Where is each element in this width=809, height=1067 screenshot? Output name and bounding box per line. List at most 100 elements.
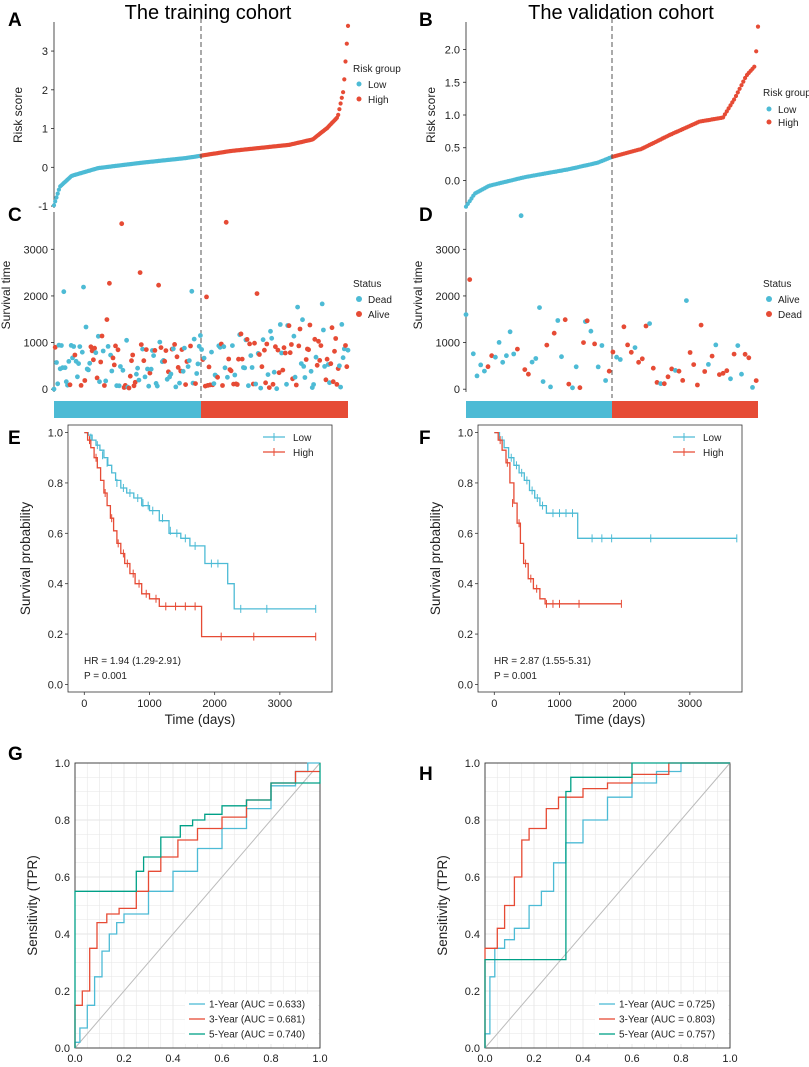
survival-point: [180, 368, 186, 374]
survival-point: [293, 382, 299, 388]
survival-point: [276, 370, 282, 376]
survival-point: [113, 343, 118, 349]
survival-point: [126, 385, 132, 391]
survival-point: [327, 380, 332, 386]
survival-point: [691, 362, 697, 367]
survival-point: [140, 346, 146, 352]
survival-point: [511, 351, 517, 357]
low-risk-bar: [54, 401, 201, 418]
survival-point: [119, 221, 125, 227]
x-tick-label: 0.2: [116, 1053, 131, 1065]
survival-point: [157, 339, 163, 345]
risk-point: [755, 24, 761, 29]
survival-point: [467, 277, 473, 282]
survival-point: [66, 359, 72, 364]
survival-point: [303, 357, 309, 362]
survival-point: [259, 364, 265, 370]
y-tick-label: 3: [42, 46, 48, 58]
survival-point: [548, 384, 553, 390]
risk-point: [337, 107, 342, 112]
survival-point: [246, 383, 251, 389]
survival-point: [152, 348, 158, 353]
legend-marker-high: [356, 96, 362, 102]
survival-point: [566, 381, 572, 387]
survival-point: [198, 333, 203, 338]
survival-point: [92, 345, 97, 351]
survival-point: [603, 378, 608, 383]
survival-point: [151, 353, 157, 358]
survival-point: [676, 368, 682, 374]
x-axis-title: Time (days): [165, 712, 236, 727]
survival-point: [264, 341, 270, 347]
survival-point: [62, 365, 68, 371]
survival-point: [154, 383, 160, 389]
survival-point: [132, 379, 138, 385]
survival-point: [301, 364, 307, 369]
survival-point: [86, 367, 91, 373]
x-tick-label: 0: [491, 698, 497, 710]
panel-letter-e: E: [8, 428, 21, 449]
survival-point: [189, 288, 195, 294]
risk-point: [55, 191, 60, 196]
survival-point: [194, 371, 200, 376]
risk-point: [56, 187, 62, 192]
legend-label-5-year: 5-Year (AUC = 0.757): [619, 1030, 715, 1041]
survival-point: [474, 373, 480, 379]
risk-point: [741, 79, 746, 84]
survival-point: [258, 385, 264, 391]
survival-point: [316, 338, 321, 344]
survival-point: [636, 359, 641, 365]
survival-point: [639, 356, 645, 362]
hazard-ratio-annotation: HR = 2.87 (1.55-5.31): [494, 656, 591, 667]
legend-title: Status: [763, 279, 791, 290]
y-tick-label: 0.0: [445, 175, 460, 187]
y-tick-label: -1: [38, 201, 48, 213]
plot-frame: [67, 424, 333, 693]
survival-point: [709, 353, 715, 359]
survival-point: [209, 349, 214, 355]
survival-point: [54, 360, 59, 365]
x-tick-label: 0.6: [214, 1053, 229, 1065]
survival-point: [82, 378, 88, 383]
panel-b-risk-score-validation: 0.0 0.5 1.0 1.5 2.0 Risk score Risk group Low Hi…: [424, 18, 809, 398]
survival-point: [537, 305, 542, 310]
survival-point: [287, 350, 293, 356]
survival-point: [592, 341, 597, 347]
survival-point: [296, 343, 302, 349]
survival-point: [91, 357, 96, 363]
survival-point: [135, 365, 141, 371]
survival-point: [595, 364, 601, 370]
hazard-ratio-annotation: HR = 1.94 (1.29-2.91): [84, 656, 181, 667]
x-axis-title: 1-Specificity (FPR): [141, 1065, 254, 1067]
survival-point: [94, 375, 100, 381]
legend-box: [595, 994, 728, 1044]
survival-point: [98, 359, 104, 365]
x-tick-label: 0.0: [477, 1053, 492, 1065]
x-tick-label: 0: [81, 698, 87, 710]
legend-label-high: High: [703, 448, 724, 459]
survival-point: [249, 365, 255, 370]
x-tick-label: 2000: [612, 698, 636, 710]
survival-point: [297, 326, 303, 332]
survival-point: [146, 383, 152, 389]
risk-point: [726, 106, 731, 111]
risk-point: [341, 90, 346, 95]
survival-point: [51, 386, 57, 392]
survival-point: [306, 347, 311, 353]
x-tick-label: 0.0: [67, 1053, 82, 1065]
survival-point: [529, 359, 535, 365]
survival-point: [717, 372, 722, 377]
legend-marker-high: [766, 119, 772, 125]
survival-point: [262, 347, 267, 353]
legend-title: Status: [353, 279, 381, 290]
survival-point: [163, 348, 169, 353]
y-tick-label: 1.0: [465, 758, 480, 770]
y-tick-label: 0.6: [55, 872, 70, 884]
survival-point: [136, 377, 142, 383]
survival-point: [318, 343, 324, 348]
survival-point: [61, 289, 67, 295]
y-tick-label: 0.6: [465, 872, 480, 884]
survival-point: [489, 353, 495, 359]
survival-point: [338, 384, 343, 390]
survival-point: [211, 381, 217, 386]
